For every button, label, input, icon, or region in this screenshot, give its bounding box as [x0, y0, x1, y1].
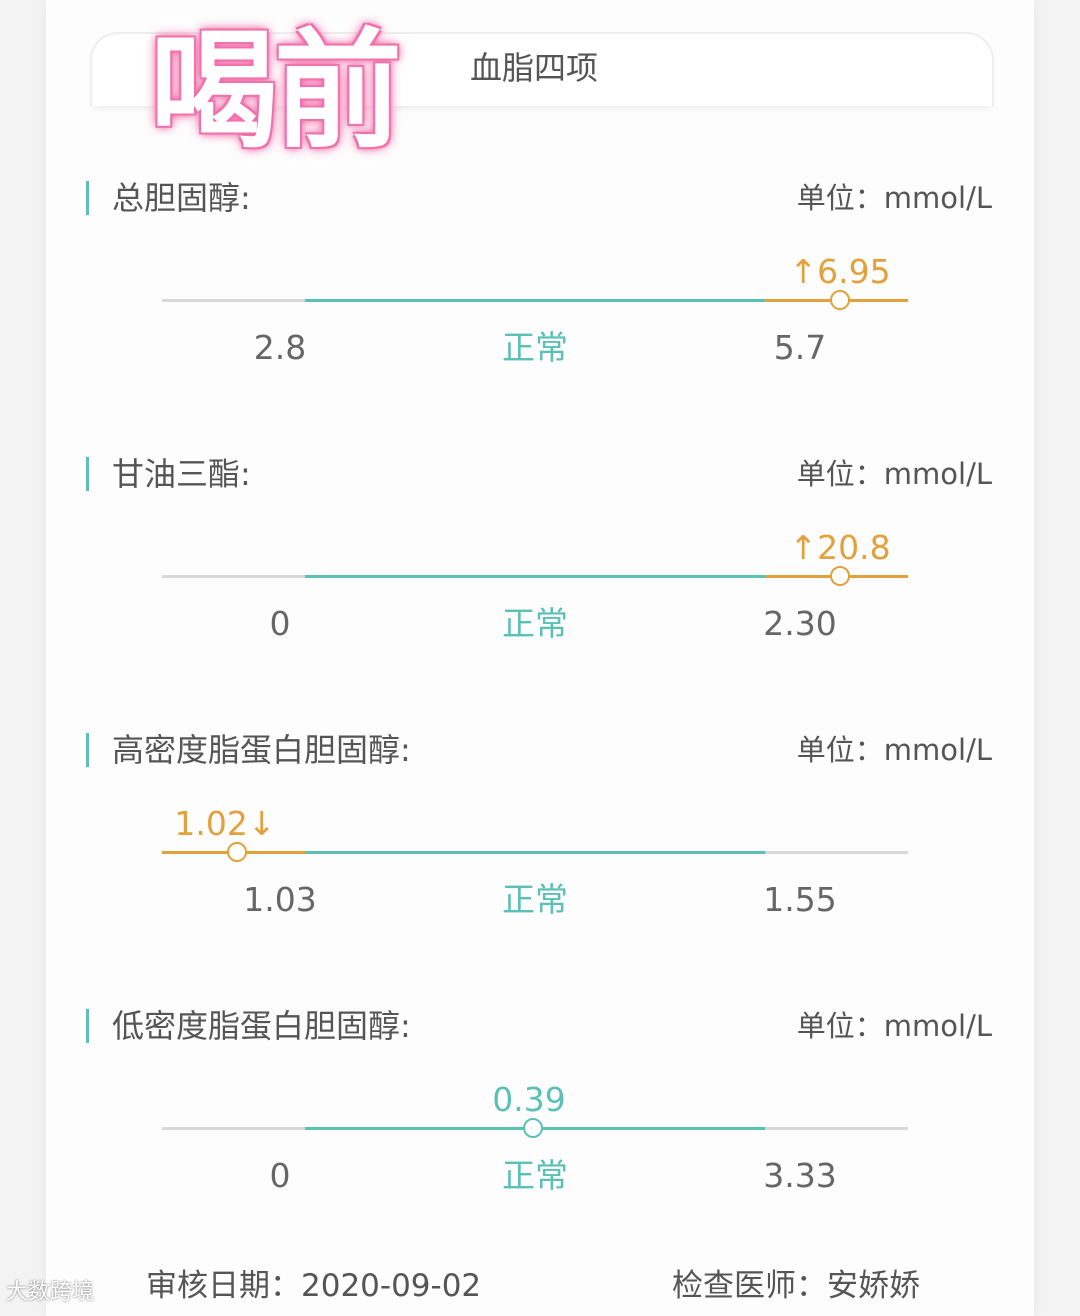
range-track: 0.39 — [162, 1081, 908, 1138]
section-accent — [86, 457, 89, 491]
item-unit: 单位：mmol/L — [796, 181, 992, 215]
normal-range-bar — [305, 299, 765, 302]
item-name: 甘油三酯: — [112, 455, 251, 493]
normal-range-bar — [305, 575, 765, 578]
range-low: 1.03 — [243, 880, 317, 919]
report-header — [90, 32, 994, 106]
lipid-item: 总胆固醇: 单位：mmol/L ↑6.95 2.8 正常 5.7 — [0, 179, 1080, 473]
range-high: 5.7 — [773, 328, 827, 367]
overlay-caption: 喝前 — [150, 17, 402, 166]
section-accent — [86, 1009, 89, 1043]
value-text: 6.95 — [817, 252, 891, 291]
value-label: ↑20.8 — [789, 529, 890, 567]
doctor-name: 检查医师：安娇娇 — [672, 1268, 920, 1304]
value-marker — [523, 1118, 543, 1138]
range-track: 1.02↓ — [162, 805, 908, 862]
range-track: ↑20.8 — [162, 529, 908, 586]
normal-label: 正常 — [502, 880, 568, 919]
normal-label: 正常 — [502, 1156, 568, 1195]
lipid-item: 甘油三酯: 单位：mmol/L ↑20.8 0 正常 2.30 — [0, 455, 1080, 749]
item-unit: 单位：mmol/L — [796, 1009, 992, 1043]
range-high: 3.33 — [763, 1156, 837, 1195]
normal-range-bar — [305, 851, 765, 854]
item-name: 高密度脂蛋白胆固醇: — [112, 731, 411, 769]
item-name: 总胆固醇: — [112, 179, 251, 217]
value-marker — [830, 290, 850, 310]
normal-label: 正常 — [502, 604, 568, 643]
value-text: 20.8 — [817, 528, 891, 567]
value-marker — [830, 566, 850, 586]
report-card — [46, 0, 1034, 1316]
section-accent — [86, 733, 89, 767]
range-high: 2.30 — [763, 604, 837, 643]
range-track: ↑6.95 — [162, 253, 908, 310]
value-marker — [227, 842, 247, 862]
value-text: 0.39 — [492, 1080, 566, 1119]
range-low: 0 — [269, 604, 291, 643]
report-title: 血脂四项 — [470, 49, 599, 87]
range-low: 0 — [269, 1156, 291, 1195]
normal-label: 正常 — [502, 328, 568, 367]
flag-arrow-icon: ↑ — [789, 528, 818, 567]
range-high: 1.55 — [763, 880, 837, 919]
flag-arrow-icon: ↑ — [789, 252, 818, 291]
review-date: 审核日期：2020-09-02 — [146, 1268, 482, 1304]
lipid-item: 低密度脂蛋白胆固醇: 单位：mmol/L 0.39 0 正常 3.33 — [0, 1007, 1080, 1301]
item-unit: 单位：mmol/L — [796, 457, 992, 491]
flag-arrow-icon: ↓ — [247, 804, 276, 843]
lipid-item: 高密度脂蛋白胆固醇: 单位：mmol/L 1.02↓ 1.03 正常 1.55 — [0, 731, 1080, 1025]
range-low: 2.8 — [253, 328, 307, 367]
section-accent — [86, 181, 89, 215]
item-unit: 单位：mmol/L — [796, 733, 992, 767]
item-name: 低密度脂蛋白胆固醇: — [112, 1007, 411, 1045]
watermark-logo: 大数跨境 — [6, 1280, 95, 1305]
value-label: 1.02↓ — [174, 805, 275, 843]
value-label: ↑6.95 — [789, 253, 890, 291]
value-text: 1.02 — [174, 804, 248, 843]
value-label: 0.39 — [492, 1081, 565, 1119]
